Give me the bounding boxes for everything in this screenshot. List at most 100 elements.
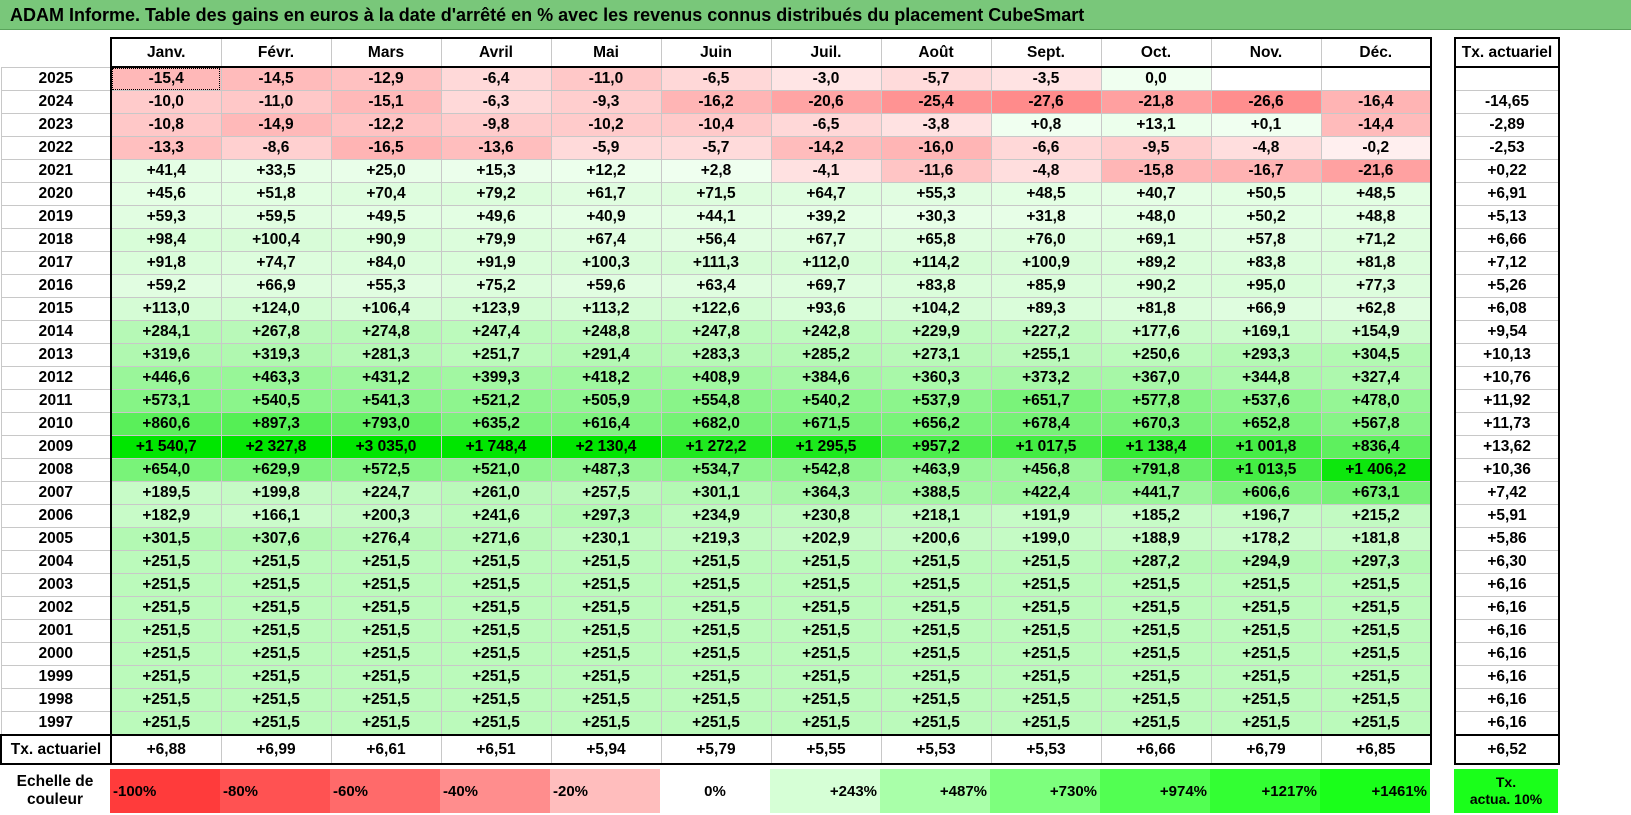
heatmap-cell: +307,6 [220,527,332,551]
heatmap-cell: +251,5 [990,711,1102,736]
heatmap-cell: +241,6 [440,504,552,528]
heatmap-cell: +285,2 [770,343,882,367]
gap-cell [1431,136,1455,160]
heatmap-cell: +44,1 [660,205,772,229]
scale-stop: +1461% [1320,769,1430,813]
heatmap-cell: +431,2 [330,366,442,390]
gap-cell [1431,435,1455,459]
heatmap-cell: +573,1 [110,389,222,413]
heatmap-cell: +251,5 [440,688,552,712]
heatmap-cell: +199,0 [990,527,1102,551]
gap-cell [1431,596,1455,620]
table-row: 2014 +284,1 +267,8 +274,8 +247,4 +248,8 +247,8… [0,320,1560,344]
actuarial-rate: +5,26 [1454,274,1560,298]
heatmap-cell: -13,3 [110,136,222,160]
heatmap-cell: +200,3 [330,504,442,528]
heatmap-cell: -11,0 [220,90,332,114]
month-header: Avril [440,37,552,68]
heatmap-cell: +33,5 [220,159,332,183]
heatmap-cell: +40,9 [550,205,662,229]
heatmap-cell: +45,6 [110,182,222,206]
heatmap-cell: +293,3 [1210,343,1322,367]
heatmap-cell: +251,5 [1210,711,1322,736]
heatmap-cell: +793,0 [330,412,442,436]
table-row: 2020 +45,6 +51,8 +70,4 +79,2 +61,7 +71,5 +64,7 +… [0,182,1560,206]
heatmap-cell: +185,2 [1100,504,1212,528]
month-header: Sept. [990,37,1102,68]
heatmap-cell: +251,5 [220,642,332,666]
actuarial-rate: +10,13 [1454,343,1560,367]
heatmap-cell: +182,9 [110,504,222,528]
heatmap-cell: +251,5 [1320,665,1432,689]
table-row: 2009 +1 540,7 +2 327,8 +3 035,0 +1 748,4 +2 1… [0,435,1560,459]
heatmap-cell: +50,5 [1210,182,1322,206]
actuarial-rate: +6,08 [1454,297,1560,321]
heatmap-cell: +251,5 [550,573,662,597]
heatmap-cell: +251,5 [880,665,992,689]
heatmap-cell: +251,5 [1320,711,1432,736]
scale-stop: +243% [770,769,880,813]
heatmap-cell: -4,8 [1210,136,1322,160]
heatmap-cell: +364,3 [770,481,882,505]
table-row: 2016 +59,2 +66,9 +55,3 +75,2 +59,6 +63,4 +69,7 +… [0,274,1560,298]
heatmap-cell: -21,8 [1100,90,1212,114]
heatmap-cell: +79,9 [440,228,552,252]
heatmap-cell: +360,3 [880,366,992,390]
heatmap-cell: +227,2 [990,320,1102,344]
heatmap-cell: +276,4 [330,527,442,551]
actuarial-rate: +5,86 [1454,527,1560,551]
heatmap-cell: -9,3 [550,90,662,114]
heatmap-cell: -11,6 [880,159,992,183]
heatmap-cell: +304,5 [1320,343,1432,367]
totals-cell: +6,88 [110,734,222,765]
year-label: 2022 [0,136,112,160]
heatmap-cell: +384,6 [770,366,882,390]
year-label: 2009 [0,435,112,459]
year-label: 2010 [0,412,112,436]
heatmap-cell: +100,9 [990,251,1102,275]
heatmap-cell: +234,9 [660,504,772,528]
heatmap-cell: +1 295,5 [770,435,882,459]
heatmap-cell: +319,3 [220,343,332,367]
heatmap-cell: -12,2 [330,113,442,137]
heatmap-cell: +651,7 [990,389,1102,413]
heatmap-cell: -14,4 [1320,113,1432,137]
heatmap-cell: +297,3 [550,504,662,528]
heatmap-cell: -3,5 [990,66,1102,91]
heatmap-cell: +251,5 [1210,665,1322,689]
year-label: 2005 [0,527,112,551]
heatmap-cell: +13,1 [1100,113,1212,137]
heatmap-cell: +2 327,8 [220,435,332,459]
table-row: 2017 +91,8 +74,7 +84,0 +91,9 +100,3 +111,3 +112… [0,251,1560,275]
year-label: 2023 [0,113,112,137]
gap-cell [1431,550,1455,574]
heatmap-cell: +67,7 [770,228,882,252]
heatmap-cell: +0,1 [1210,113,1322,137]
heatmap-cell [1320,66,1432,91]
heatmap-cell: +319,6 [110,343,222,367]
heatmap-cell: +251,5 [990,619,1102,643]
heatmap-cell: +682,0 [660,412,772,436]
heatmap-cell: +30,3 [880,205,992,229]
scale-actua-line1: Tx. [1495,774,1517,790]
heatmap-cell: +251,5 [880,619,992,643]
heatmap-cell: +251,5 [990,688,1102,712]
gap-cell [1431,711,1455,735]
heatmap-cell: +251,5 [770,596,882,620]
heatmap-cell: +229,9 [880,320,992,344]
heatmap-cell: -4,1 [770,159,882,183]
table-row: 2021 +41,4 +33,5 +25,0 +15,3 +12,2 +2,8 -4,1 -11… [0,159,1560,183]
heatmap-cell: +251,5 [1320,642,1432,666]
heatmap-cell: +25,0 [330,159,442,183]
heatmap-cell: +534,7 [660,458,772,482]
heatmap-cell: +215,2 [1320,504,1432,528]
heatmap-cell: +75,2 [440,274,552,298]
heatmap-cell: +48,8 [1320,205,1432,229]
heatmap-cell: +251,5 [550,550,662,574]
heatmap-cell: +791,8 [1100,458,1212,482]
heatmap-cell: +251,5 [110,642,222,666]
actuarial-rate: +6,66 [1454,228,1560,252]
heatmap-cell: +93,6 [770,297,882,321]
heatmap-cell: +251,5 [770,619,882,643]
heatmap-cell: +251,5 [1210,573,1322,597]
